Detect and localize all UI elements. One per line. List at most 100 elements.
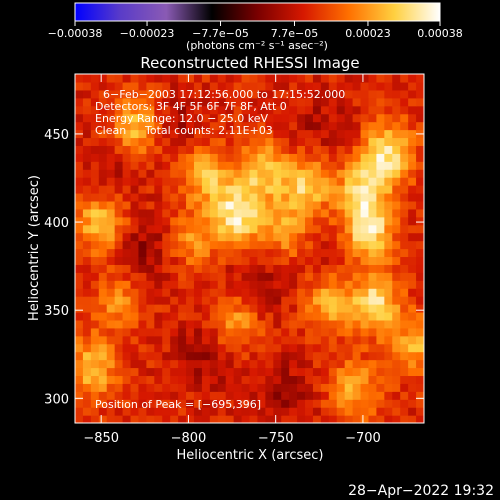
heatmap-cell: [217, 153, 227, 162]
heatmap-cell: [416, 288, 424, 297]
heatmap-cell: [297, 391, 306, 400]
heatmap-cell: [201, 296, 211, 305]
heatmap-cell: [392, 399, 401, 408]
heatmap-cell: [186, 367, 195, 377]
heatmap-cell: [75, 105, 84, 115]
heatmap-cell: [241, 224, 251, 234]
heatmap-cell: [130, 81, 140, 91]
heatmap-cell: [328, 216, 338, 226]
heatmap-cell: [320, 224, 330, 234]
heatmap-cell: [328, 224, 338, 234]
heatmap-cell: [178, 391, 187, 400]
heatmap-cell: [344, 177, 354, 186]
heatmap-cell: [162, 240, 171, 250]
detectors-text: Detectors: 3F 4F 5F 6F 7F 8F, Att 0: [95, 100, 287, 113]
heatmap-cell: [98, 177, 108, 186]
heatmap-cell: [400, 280, 409, 289]
heatmap-cell: [249, 113, 259, 123]
heatmap-cell: [98, 248, 108, 258]
heatmap-cell: [416, 304, 424, 313]
heatmap-cell: [336, 407, 346, 416]
heatmap-cell: [154, 145, 163, 154]
heatmap-cell: [241, 232, 251, 242]
heatmap-cell: [352, 192, 362, 202]
heatmap-cell: [154, 319, 163, 329]
heatmap-cell: [106, 296, 116, 305]
heatmap-cell: [217, 200, 227, 210]
heatmap-cell: [75, 161, 84, 170]
heatmap-cell: [217, 74, 227, 83]
colorbar-tick-label: 7.7e−05: [271, 27, 318, 40]
heatmap-cell: [241, 81, 251, 91]
heatmap-cell: [352, 256, 362, 265]
heatmap-cell: [170, 343, 179, 353]
heatmap-cell: [146, 200, 155, 210]
heatmap-cell: [384, 343, 393, 353]
heatmap-cell: [289, 375, 298, 384]
heatmap-cell: [257, 351, 266, 361]
heatmap-cell: [233, 256, 243, 265]
heatmap-cell: [265, 256, 274, 265]
heatmap-cell: [98, 89, 108, 99]
heatmap-cell: [392, 121, 401, 131]
heatmap-cell: [193, 240, 203, 250]
heatmap-cell: [241, 311, 251, 321]
heatmap-cell: [233, 327, 243, 337]
heatmap-cell: [90, 216, 100, 226]
heatmap-cell: [225, 256, 235, 265]
heatmap-cell: [320, 311, 330, 321]
heatmap-cell: [416, 367, 424, 377]
heatmap-cell: [146, 129, 155, 139]
heatmap-cell: [257, 97, 266, 107]
heatmap-cell: [305, 121, 314, 131]
heatmap-cell: [328, 304, 338, 313]
heatmap-cell: [146, 208, 155, 218]
heatmap-cell: [106, 232, 116, 242]
heatmap-cell: [400, 105, 409, 115]
heatmap-cell: [241, 89, 251, 99]
heatmap-cell: [114, 200, 124, 210]
heatmap-cell: [217, 113, 227, 123]
heatmap-cell: [289, 177, 298, 186]
heatmap-cell: [178, 240, 187, 250]
heatmap-cell: [138, 240, 147, 250]
heatmap-cell: [209, 97, 219, 107]
heatmap-cell: [312, 74, 322, 83]
heatmap-cell: [201, 415, 211, 423]
heatmap-cell: [297, 97, 306, 107]
heatmap-cell: [146, 121, 155, 131]
heatmap-cell: [376, 145, 385, 154]
heatmap-cell: [312, 391, 322, 400]
heatmap-cell: [233, 240, 243, 250]
heatmap-cell: [400, 256, 409, 265]
heatmap-cell: [146, 399, 155, 408]
heatmap-cell: [138, 407, 147, 416]
heatmap-cell: [249, 375, 259, 384]
heatmap-cell: [408, 192, 417, 202]
heatmap-cell: [106, 264, 116, 273]
heatmap-cell: [106, 367, 116, 377]
heatmap-cell: [352, 304, 362, 313]
heatmap-cell: [360, 256, 370, 265]
heatmap-cell: [352, 224, 362, 234]
heatmap-cell: [209, 153, 219, 162]
heatmap-cell: [75, 343, 84, 353]
heatmap-cell: [82, 169, 92, 178]
heatmap-cell: [416, 407, 424, 416]
heatmap-cell: [75, 74, 84, 83]
heatmap-cell: [186, 399, 195, 408]
heatmap-cell: [336, 256, 346, 265]
heatmap-cell: [408, 288, 417, 297]
heatmap-cell: [360, 192, 370, 202]
heatmap-cell: [225, 351, 235, 361]
heatmap-cell: [281, 343, 290, 353]
heatmap-cell: [416, 192, 424, 202]
heatmap-cell: [281, 327, 290, 337]
heatmap-cell: [297, 327, 306, 337]
heatmap-cell: [257, 335, 266, 345]
heatmap-cell: [360, 311, 370, 321]
heatmap-cell: [217, 97, 227, 107]
heatmap-cell: [178, 97, 187, 107]
heatmap-cell: [289, 367, 298, 377]
heatmap-cell: [106, 177, 116, 186]
